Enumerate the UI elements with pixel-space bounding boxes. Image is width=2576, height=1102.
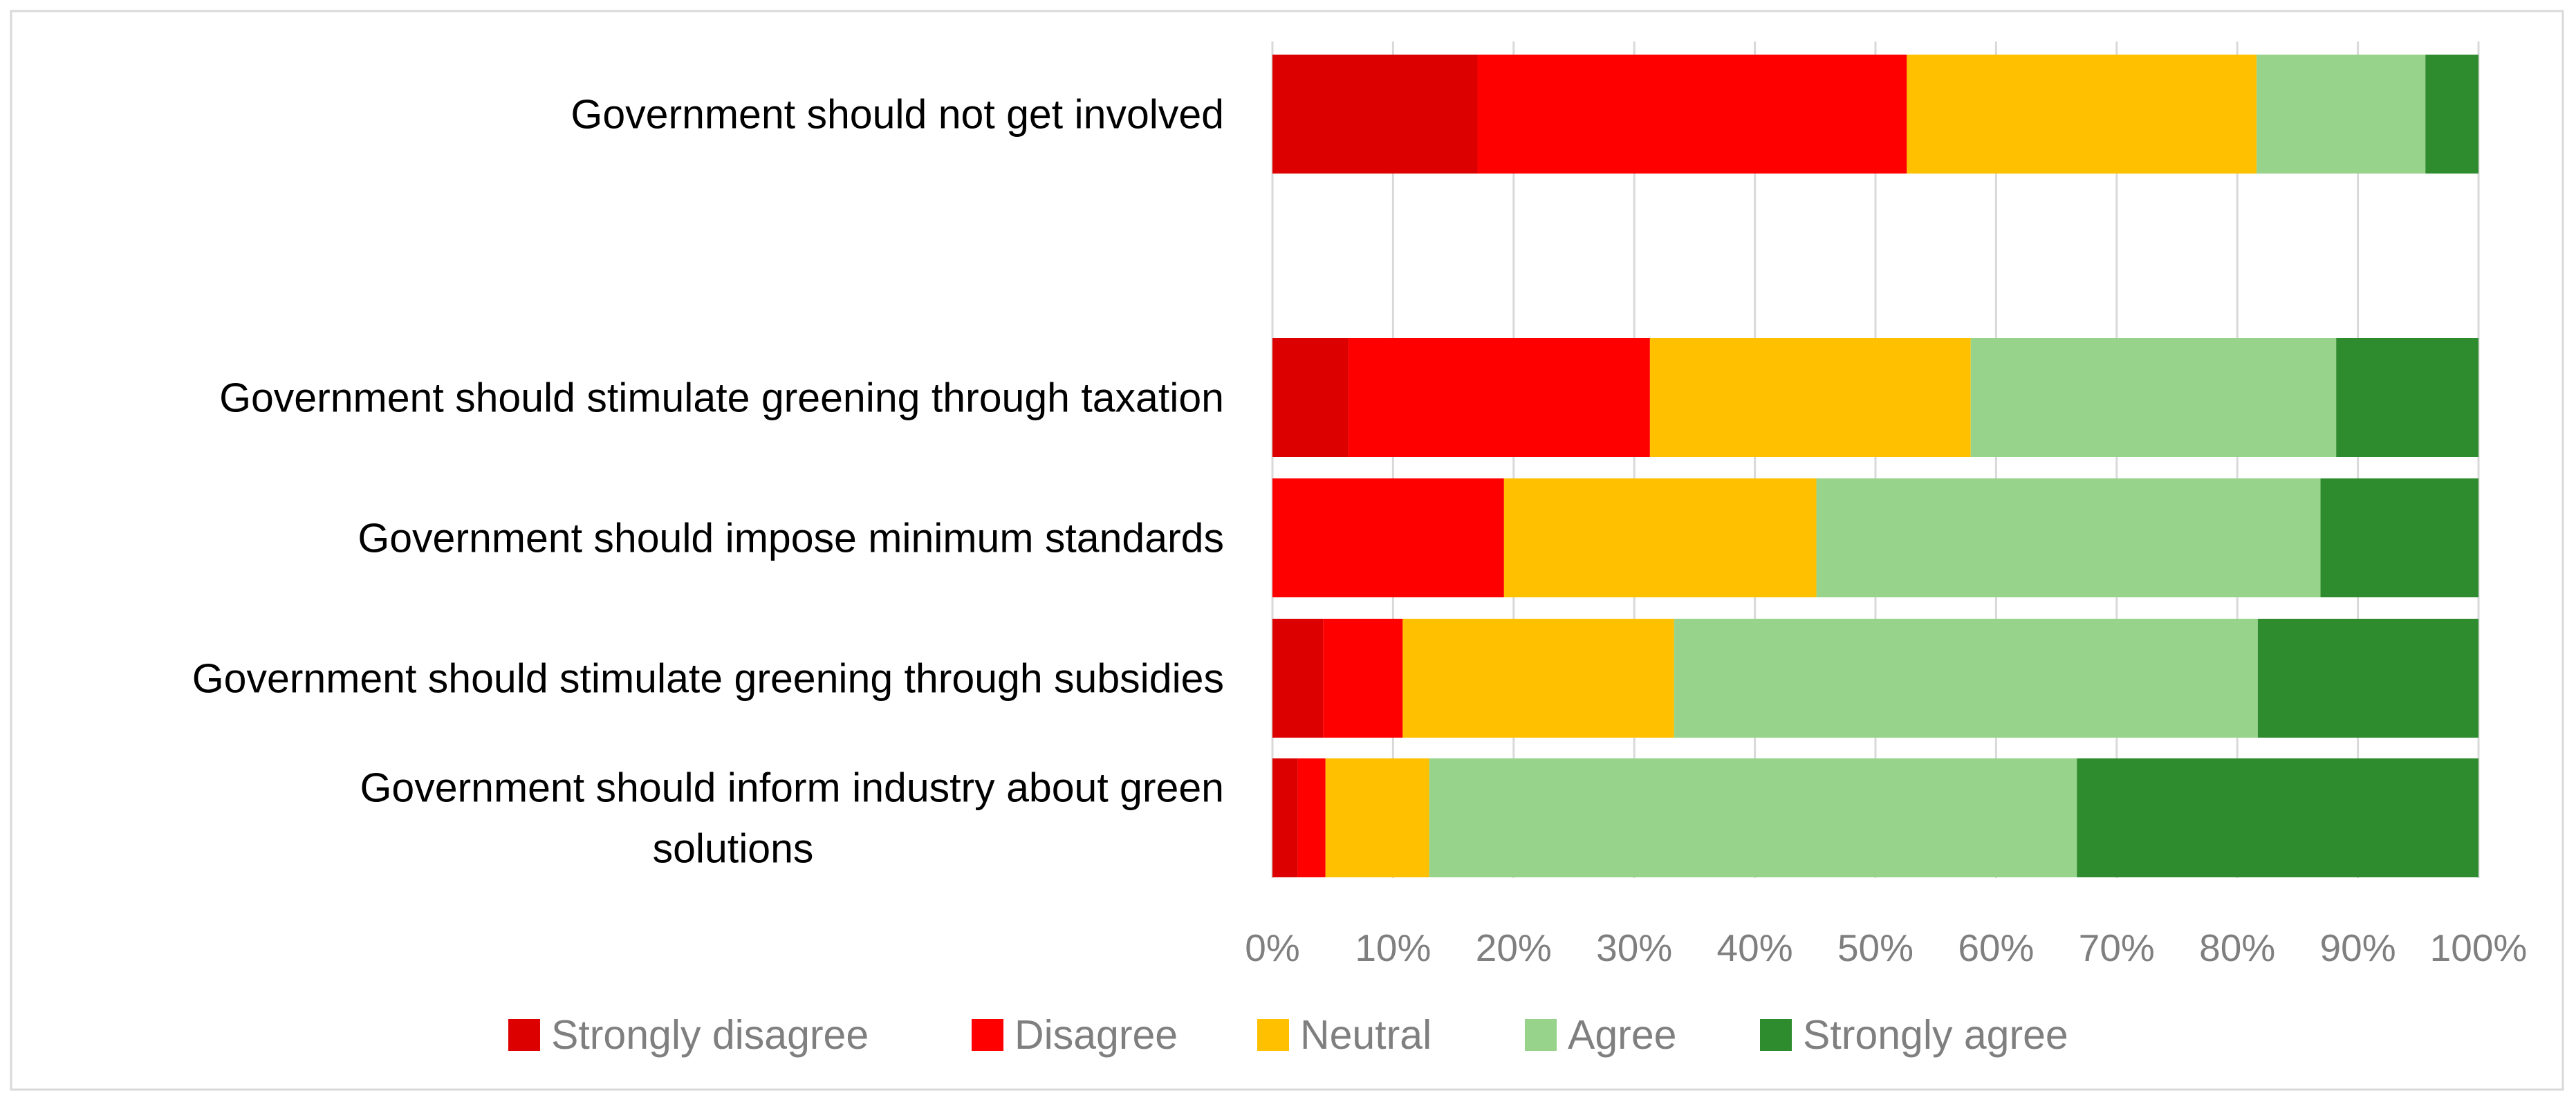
bar-segment-disagree [1477,55,1907,174]
x-tick-label: 70% [2079,926,2155,969]
legend-label-disagree: Disagree [1014,1012,1178,1058]
x-tick-label: 100% [2430,926,2528,969]
bar-segment-agree [2257,55,2426,174]
legend-label-agree: Agree [1568,1012,1676,1058]
bar-segment-strongly-disagree [1272,619,1324,738]
bar-segment-strongly-agree [2336,338,2478,457]
category-label: Government should stimulate greening thr… [219,375,1224,421]
bar-segment-agree [1429,758,2077,877]
x-tick-label: 50% [1837,926,1914,969]
bar-segment-agree [1674,619,2258,738]
bar-segment-disagree [1323,619,1403,738]
bar-segment-strongly-agree [2257,619,2478,738]
bar-segment-neutral [1503,478,1817,597]
bar-segment-neutral [1325,758,1429,877]
x-tick-label: 60% [1958,926,2034,969]
bar-segment-agree [1816,478,2321,597]
bar-segment-neutral [1649,338,1971,457]
legend-swatch-neutral [1257,1019,1289,1051]
bar-segment-disagree [1297,758,1326,877]
legend-label-neutral: Neutral [1300,1012,1431,1058]
bar-segment-strongly-disagree [1272,338,1349,457]
category-labels: Government should not get involved Govern… [192,92,1224,872]
x-tick-label: 30% [1596,926,1672,969]
category-label: Government should inform industry about … [360,765,1224,872]
legend-label-strongly-disagree: Strongly disagree [551,1012,869,1058]
category-label: Government should impose minimum standar… [358,516,1224,561]
bars [1272,55,2478,877]
gridlines [1271,41,2480,878]
bar-segment-disagree [1272,478,1504,597]
x-tick-label: 10% [1355,926,1431,969]
x-axis-tick-labels: 0% 10% 20% 30% 40% 50% 60% 70% 80% 90% 100% [1245,926,2527,969]
legend-swatch-strongly-agree [1760,1019,1792,1051]
x-tick-label: 20% [1476,926,1552,969]
bar-segment-agree [1970,338,2337,457]
bar-segment-disagree [1348,338,1650,457]
legend-swatch-disagree [972,1019,1003,1051]
bar-segment-strongly-disagree [1272,758,1298,877]
x-tick-label: 0% [1245,926,1300,969]
bar-segment-strongly-agree [2320,478,2478,597]
legend-swatch-strongly-disagree [508,1019,540,1051]
legend-swatch-agree [1525,1019,1557,1051]
bar-segment-strongly-agree [2077,758,2478,877]
category-label: Government should stimulate greening thr… [192,656,1224,702]
bar-segment-strongly-disagree [1272,55,1478,174]
legend: Strongly disagree Disagree Neutral Agree Str… [508,1012,2068,1058]
x-tick-label: 40% [1717,926,1793,969]
legend-label-strongly-agree: Strongly agree [1803,1012,2068,1058]
bar-segment-strongly-agree [2425,55,2478,174]
x-tick-label: 80% [2199,926,2275,969]
bar-segment-neutral [1402,619,1674,738]
category-label: Government should not get involved [571,92,1224,138]
bar-segment-neutral [1907,55,2257,174]
x-tick-label: 90% [2320,926,2396,969]
